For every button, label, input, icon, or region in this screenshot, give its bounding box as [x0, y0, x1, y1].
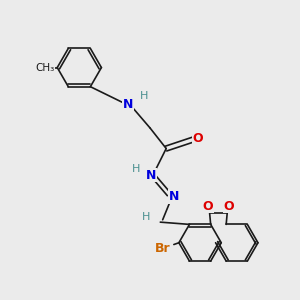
Text: Br: Br — [155, 242, 170, 254]
Text: O: O — [224, 200, 234, 213]
Text: N: N — [146, 169, 157, 182]
Text: O: O — [193, 132, 203, 145]
Text: H: H — [140, 91, 148, 100]
Text: H: H — [142, 212, 150, 222]
Text: CH₃: CH₃ — [35, 63, 55, 73]
Text: N: N — [123, 98, 133, 111]
Text: O: O — [203, 200, 213, 213]
Text: H: H — [132, 164, 140, 173]
Text: N: N — [169, 190, 179, 203]
